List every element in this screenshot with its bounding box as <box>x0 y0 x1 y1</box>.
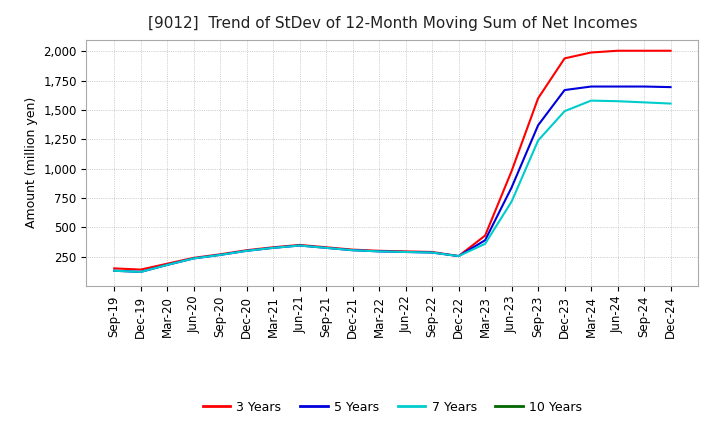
7 Years <box>534 138 542 143</box>
5 Years <box>189 256 198 261</box>
5 Years <box>666 84 675 90</box>
7 Years <box>401 249 410 255</box>
5 Years <box>481 238 490 243</box>
5 Years <box>243 248 251 253</box>
3 Years <box>216 252 225 257</box>
7 Years <box>322 245 330 250</box>
7 Years <box>216 252 225 257</box>
7 Years <box>189 256 198 261</box>
7 Years <box>613 99 622 104</box>
3 Years <box>534 95 542 101</box>
5 Years <box>587 84 595 89</box>
5 Years <box>110 268 119 273</box>
7 Years <box>348 248 357 253</box>
5 Years <box>348 248 357 253</box>
7 Years <box>136 269 145 275</box>
3 Years <box>640 48 649 53</box>
7 Years <box>243 248 251 253</box>
3 Years <box>189 255 198 260</box>
3 Years <box>613 48 622 53</box>
Title: [9012]  Trend of StDev of 12-Month Moving Sum of Net Incomes: [9012] Trend of StDev of 12-Month Moving… <box>148 16 637 32</box>
7 Years <box>375 249 384 254</box>
5 Years <box>613 84 622 89</box>
7 Years <box>587 98 595 103</box>
7 Years <box>560 109 569 114</box>
5 Years <box>163 262 171 268</box>
Line: 3 Years: 3 Years <box>114 51 670 270</box>
5 Years <box>560 88 569 93</box>
5 Years <box>454 253 463 259</box>
3 Years <box>508 169 516 174</box>
3 Years <box>401 249 410 254</box>
7 Years <box>508 199 516 204</box>
3 Years <box>666 48 675 53</box>
3 Years <box>348 247 357 252</box>
3 Years <box>136 267 145 272</box>
5 Years <box>375 249 384 254</box>
5 Years <box>322 245 330 250</box>
3 Years <box>560 56 569 61</box>
3 Years <box>163 261 171 266</box>
3 Years <box>322 245 330 250</box>
7 Years <box>666 101 675 106</box>
Line: 7 Years: 7 Years <box>114 101 670 272</box>
5 Years <box>428 250 436 255</box>
7 Years <box>428 250 436 255</box>
5 Years <box>136 269 145 275</box>
Y-axis label: Amount (million yen): Amount (million yen) <box>24 97 37 228</box>
5 Years <box>401 249 410 255</box>
5 Years <box>534 123 542 128</box>
7 Years <box>269 245 277 250</box>
3 Years <box>295 242 304 248</box>
3 Years <box>375 248 384 253</box>
3 Years <box>428 249 436 255</box>
Legend: 3 Years, 5 Years, 7 Years, 10 Years: 3 Years, 5 Years, 7 Years, 10 Years <box>198 396 587 419</box>
3 Years <box>243 248 251 253</box>
7 Years <box>481 241 490 246</box>
3 Years <box>481 233 490 238</box>
7 Years <box>110 268 119 273</box>
7 Years <box>640 100 649 105</box>
3 Years <box>110 266 119 271</box>
7 Years <box>295 243 304 248</box>
3 Years <box>269 245 277 250</box>
5 Years <box>216 252 225 257</box>
5 Years <box>508 185 516 190</box>
5 Years <box>295 243 304 248</box>
7 Years <box>163 262 171 268</box>
5 Years <box>640 84 649 89</box>
3 Years <box>454 253 463 259</box>
5 Years <box>269 245 277 250</box>
7 Years <box>454 253 463 259</box>
Line: 5 Years: 5 Years <box>114 87 670 272</box>
3 Years <box>587 50 595 55</box>
